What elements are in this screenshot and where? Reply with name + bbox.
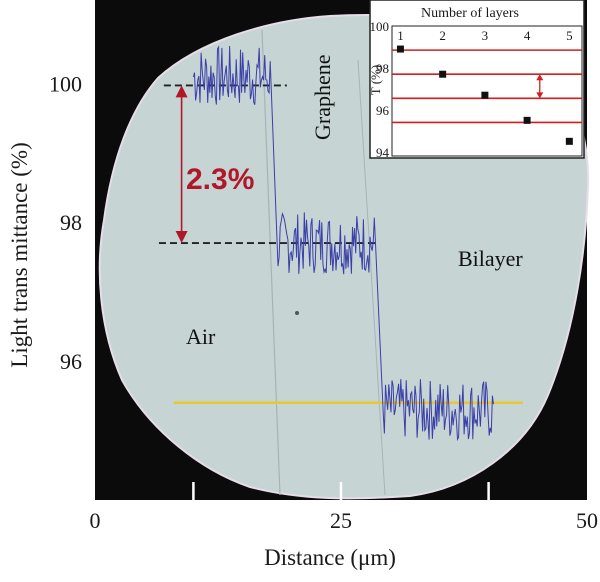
inset-x-tick-label: 3 — [482, 28, 489, 43]
inset-x-tick-label: 4 — [524, 28, 531, 43]
inset-y-tick-label: 96 — [376, 103, 390, 118]
flake-speck — [295, 311, 299, 315]
inset-y-label: T (%) — [368, 65, 383, 95]
inset-data-point — [523, 116, 531, 124]
x-axis-label: Distance (μm) — [264, 545, 396, 570]
flake-boundary-line — [357, 59, 386, 496]
x-tick-label: 25 — [330, 508, 352, 533]
inset-plot-area — [391, 25, 583, 157]
inset-x-tick-label: 2 — [439, 28, 446, 43]
inset-double-arrow — [536, 74, 544, 99]
inset-y-tick-label: 94 — [376, 145, 390, 160]
inset-x-tick-labels: 1 2 3 4 5 — [397, 28, 572, 43]
difference-label: 2.3% — [186, 163, 254, 196]
x-tick-labels: 0 25 50 — [90, 508, 599, 533]
difference-arrow — [175, 85, 188, 244]
inset-data-point — [439, 70, 447, 78]
y-tick-label: 96 — [60, 349, 82, 374]
transmittance-trace — [192, 45, 494, 442]
inset-arrow-head-up — [536, 74, 544, 81]
y-axis-label: Light trans mittance (%) — [7, 142, 32, 367]
inset-data-point — [481, 91, 489, 99]
inset-y-tick-label: 98 — [376, 61, 389, 76]
inset-x-tick-label: 1 — [397, 28, 404, 43]
flake-boundary-line — [261, 29, 281, 496]
inset-data-point — [396, 45, 404, 53]
difference-arrow-head-down — [175, 231, 188, 244]
x-tick-label: 50 — [576, 508, 598, 533]
bilayer-label: Bilayer — [458, 246, 523, 271]
difference-arrow-head-up — [175, 85, 188, 98]
y-tick-labels: 96 98 100 — [49, 71, 82, 374]
inset-frame — [369, 0, 585, 159]
inset-y-tick-labels: 94 96 98 100 — [370, 19, 390, 160]
graphene-label: Graphene — [310, 54, 335, 140]
inset-y-tick-label: 100 — [370, 19, 390, 34]
inset-arrow-head-down — [536, 92, 544, 99]
inset-title: Number of layers — [421, 6, 519, 21]
y-tick-label: 100 — [49, 71, 82, 96]
inset-points — [396, 45, 573, 145]
inset-x-tick-label: 5 — [566, 28, 573, 43]
inset-chart: Number of layers T (%) 1 2 3 4 5 94 96 98 100 — [368, 0, 585, 160]
inset-data-point — [565, 137, 573, 145]
x-tick-marks — [192, 482, 490, 500]
x-tick-label: 0 — [90, 508, 101, 533]
inset-reference-lines — [392, 49, 582, 124]
y-tick-label: 98 — [60, 210, 82, 235]
air-label: Air — [186, 324, 216, 349]
